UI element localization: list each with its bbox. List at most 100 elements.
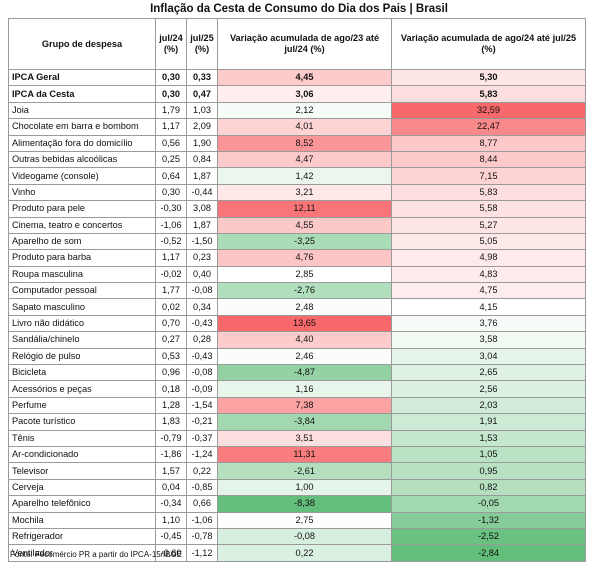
cell-group: Tênis <box>8 429 156 447</box>
cell-group: Livro não didático <box>8 314 156 333</box>
cell-jul25: -1,54 <box>186 396 218 415</box>
cell-jul24: 1,17 <box>155 249 187 267</box>
cell-acc24: -0,08 <box>217 527 392 546</box>
cell-acc24: 3,06 <box>217 85 392 103</box>
cell-acc24: 4,55 <box>217 216 392 234</box>
header-jul24: jul/24 (%) <box>155 18 187 70</box>
cell-group: Produto para barba <box>8 249 156 267</box>
cell-jul24: 0,30 <box>155 68 187 87</box>
cell-acc24: 11,31 <box>217 445 392 464</box>
cell-jul24: -0,30 <box>155 200 187 218</box>
cell-acc24: 12,11 <box>217 200 392 218</box>
table-row: Cerveja 0,04 -0,85 1,00 0,82 <box>8 478 586 497</box>
cell-jul25: 1,87 <box>186 167 218 185</box>
cell-acc25: 1,05 <box>391 445 586 464</box>
cell-group: Aparelho de som <box>8 232 156 251</box>
cell-acc25: 8,44 <box>391 150 586 169</box>
cell-acc24: 1,00 <box>217 478 392 497</box>
cell-acc25: 0,82 <box>391 478 586 497</box>
cell-jul24: -0,60 <box>155 544 187 562</box>
cell-acc24: 3,21 <box>217 183 392 202</box>
table-row: Outras bebidas alcoólicas 0,25 0,84 4,47 8,4… <box>8 150 586 169</box>
table-row: Mochila 1,10 -1,06 2,75 -1,32 <box>8 511 586 529</box>
inflation-table: Grupo de despesa jul/24 (%) jul/25 (%) V… <box>8 18 586 562</box>
header-group: Grupo de despesa <box>8 18 156 70</box>
cell-group: IPCA da Cesta <box>8 85 156 103</box>
cell-jul25: -0,09 <box>186 380 218 398</box>
header-row: Grupo de despesa jul/24 (%) jul/25 (%) V… <box>8 18 586 70</box>
cell-jul24: 0,56 <box>155 134 187 152</box>
table-row: Refrigerador -0,45 -0,78 -0,08 -2,52 <box>8 527 586 546</box>
cell-acc25: -0,05 <box>391 495 586 513</box>
cell-group: Relógio de pulso <box>8 347 156 366</box>
cell-jul24: 0,53 <box>155 347 187 366</box>
cell-acc25: 5,83 <box>391 85 586 103</box>
cell-acc25: 5,27 <box>391 216 586 234</box>
cell-jul24: -0,52 <box>155 232 187 251</box>
cell-acc24: 2,75 <box>217 511 392 529</box>
cell-acc25: 2,65 <box>391 364 586 382</box>
cell-jul24: 0,02 <box>155 298 187 316</box>
cell-jul24: -0,79 <box>155 429 187 447</box>
cell-jul24: -0,34 <box>155 495 187 513</box>
cell-acc25: -1,32 <box>391 511 586 529</box>
cell-acc25: 5,83 <box>391 183 586 202</box>
cell-jul25: -1,12 <box>186 544 218 562</box>
cell-acc25: 7,15 <box>391 167 586 185</box>
cell-group: Vinho <box>8 183 156 202</box>
cell-acc25: 5,30 <box>391 68 586 87</box>
cell-jul24: 1,10 <box>155 511 187 529</box>
table-row: Sapato masculino 0,02 0,34 2,48 4,15 <box>8 298 586 316</box>
cell-acc24: 4,47 <box>217 150 392 169</box>
table-row: Relógio de pulso 0,53 -0,43 2,46 3,04 <box>8 347 586 366</box>
cell-acc25: 4,75 <box>391 282 586 300</box>
cell-jul25: 0,33 <box>186 68 218 87</box>
cell-jul25: -1,50 <box>186 232 218 251</box>
cell-jul25: -0,43 <box>186 347 218 366</box>
cell-group: Roupa masculina <box>8 265 156 284</box>
cell-acc25: 3,04 <box>391 347 586 366</box>
table-row: Cinema, teatro e concertos -1,06 1,87 4,55 5… <box>8 216 586 234</box>
cell-acc25: -2,84 <box>391 544 586 562</box>
cell-acc24: 1,16 <box>217 380 392 398</box>
cell-acc25: 4,98 <box>391 249 586 267</box>
cell-jul25: -1,06 <box>186 511 218 529</box>
cell-acc24: 4,76 <box>217 249 392 267</box>
cell-group: Mochila <box>8 511 156 529</box>
cell-group: Cinema, teatro e concertos <box>8 216 156 234</box>
table-row: IPCA Geral 0,30 0,33 4,45 5,30 <box>8 68 586 87</box>
table-row: Joia 1,79 1,03 2,12 32,59 <box>8 101 586 120</box>
table-row: Roupa masculina -0,02 0,40 2,85 4,83 <box>8 265 586 284</box>
cell-group: Computador pessoal <box>8 282 156 300</box>
header-acc25: Variação acumulada de ago/24 até jul/25 … <box>391 18 586 70</box>
cell-group: Sandália/chinelo <box>8 331 156 349</box>
cell-jul25: -0,08 <box>186 282 218 300</box>
header-acc24: Variação acumulada de ago/23 até jul/24 … <box>217 18 392 70</box>
cell-jul25: 1,90 <box>186 134 218 152</box>
cell-acc25: 1,53 <box>391 429 586 447</box>
cell-jul25: 0,23 <box>186 249 218 267</box>
cell-acc24: 4,45 <box>217 68 392 87</box>
cell-acc25: 4,83 <box>391 265 586 284</box>
cell-acc24: 2,48 <box>217 298 392 316</box>
cell-acc25: 22,47 <box>391 118 586 136</box>
cell-jul24: 0,25 <box>155 150 187 169</box>
source-note: Fonte: Fecomércio PR a partir do IPCA-15… <box>10 550 183 559</box>
cell-jul24: 1,79 <box>155 101 187 120</box>
cell-jul24: 0,30 <box>155 85 187 103</box>
cell-jul24: 0,96 <box>155 364 187 382</box>
cell-group: Cerveja <box>8 478 156 497</box>
table-row: Aparelho de som -0,52 -1,50 -3,25 5,05 <box>8 232 586 251</box>
table-title: Inflação da Cesta de Consumo do Dia dos … <box>150 3 448 15</box>
table-row: Videogame (console) 0,64 1,87 1,42 7,15 <box>8 167 586 185</box>
cell-acc25: 3,58 <box>391 331 586 349</box>
cell-jul25: 0,40 <box>186 265 218 284</box>
cell-acc24: -2,76 <box>217 282 392 300</box>
cell-acc25: 2,56 <box>391 380 586 398</box>
cell-acc24: 0,22 <box>217 544 392 562</box>
cell-acc24: -3,84 <box>217 413 392 431</box>
cell-acc24: -3,25 <box>217 232 392 251</box>
table-row: Produto para pele -0,30 3,08 12,11 5,58 <box>8 200 586 218</box>
cell-acc24: 2,12 <box>217 101 392 120</box>
